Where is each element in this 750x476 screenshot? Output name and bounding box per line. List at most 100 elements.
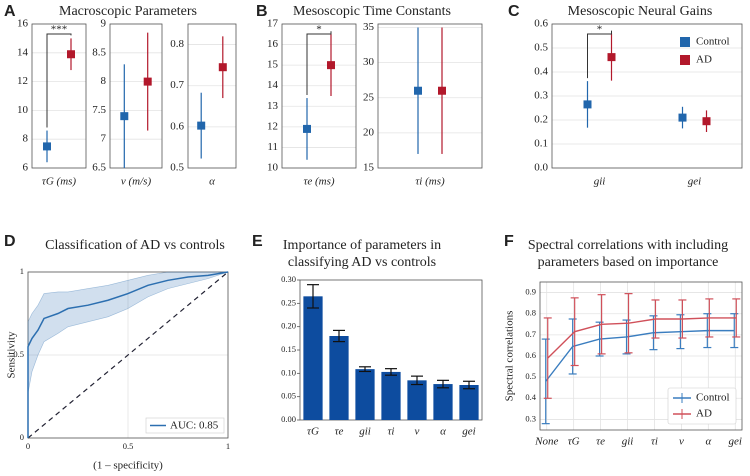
y-tick-label: 0.5 [525,371,536,381]
y-tick-label: 0.5 [13,349,24,359]
x-tick-label: 1 [226,441,230,451]
legend-label: AD [696,54,712,66]
bar [381,371,401,420]
y-tick-label: 10 [267,162,279,174]
y-tick-label: 8 [101,75,107,87]
chart-title: Macroscopic Parameters [59,4,197,19]
marker [120,112,129,121]
significance-bracket [587,30,612,79]
y-tick-label: 0.7 [170,79,184,91]
y-tick-label: 17 [267,18,279,30]
marker [197,121,206,130]
y-tick-label: 0.25 [281,297,296,307]
y-tick-label: 0.8 [170,38,184,50]
y-tick-label: 0.5 [170,162,184,174]
series-line [547,317,737,359]
y-tick-label: 0.3 [534,90,548,102]
panel-label: E [252,233,263,250]
y-tick-label: 8.5 [92,46,106,58]
x-tick-label: τi [388,426,395,438]
axes-frame [31,23,87,169]
marker [583,100,592,109]
x-tick-label: τG [568,436,580,448]
x-tick-label: gii [359,426,371,438]
y-tick-label: 7 [101,133,107,145]
x-tick-label: gii [622,436,634,448]
panel-label: D [4,233,16,250]
y-tick-label: 0.5 [534,42,548,54]
bar [355,369,375,420]
legend-label: Control [696,392,730,404]
marker [67,50,75,59]
x-tick-label: α [209,176,215,188]
y-tick-label: 0.6 [534,18,548,30]
y-tick-label: 15 [267,59,279,71]
y-tick-label: 0.30 [281,274,296,284]
roc-curve [27,271,229,438]
y-tick-label: 0.15 [281,344,296,354]
bar [407,380,427,420]
legend-swatch [680,37,690,47]
x-tick-label: τi [651,436,658,448]
y-tick-label: 0.9 [525,287,536,297]
y-tick-label: 16 [17,18,29,30]
y-tick-label: 0.1 [534,138,548,150]
chart-title: Mesoscopic Time Constants [293,4,451,19]
x-tick-label: v [415,426,420,438]
significance-label: *** [51,24,68,36]
x-tick-label: 0.5 [123,441,134,451]
y-tick-label: 0.6 [170,120,184,132]
y-tick-label: 15 [363,162,375,174]
chart-title: classifying AD vs controls [288,255,436,270]
y-axis-label: Sensitivity [6,331,18,379]
y-tick-label: 35 [363,21,375,33]
bar [433,384,453,420]
significance-label: * [597,24,603,36]
x-tick-label: α [705,436,711,448]
y-tick-label: 0.4 [525,392,536,402]
chart-title: Importance of parameters in [283,238,441,253]
x-tick-label: gii [594,176,606,188]
x-tick-label: None [534,436,558,448]
bar [459,385,479,420]
legend-box [145,417,225,434]
marker [607,53,616,62]
y-tick-label: 14 [267,79,279,91]
y-tick-label: 0.10 [281,367,296,377]
marker [702,117,711,126]
x-tick-label: v [679,436,684,448]
y-tick-label: 8 [23,133,29,145]
y-tick-label: 0.05 [281,391,296,401]
axes-frame [551,23,743,169]
axes-frame [539,281,743,431]
x-axis-label: (1 – specificity) [93,460,163,472]
y-tick-label: 0.20 [281,321,296,331]
x-tick-label: 0 [26,441,30,451]
marker [414,86,422,95]
y-tick-label: 0.3 [525,413,536,423]
x-tick-label: gei [462,426,475,438]
y-tick-label: 25 [363,91,375,103]
chart-title: Mesoscopic Neural Gains [568,4,713,19]
y-tick-label: 12 [267,120,278,132]
legend-label: AD [696,408,712,420]
panel-label: C [508,3,520,20]
y-tick-label: 30 [363,56,375,68]
x-tick-label: τe [596,436,605,448]
y-tick-label: 10 [17,104,29,116]
x-tick-label: τe [335,426,344,438]
y-tick-label: 6.5 [92,162,106,174]
panel-label: A [4,3,16,20]
y-tick-label: 0.00 [281,414,296,424]
y-tick-label: 20 [363,126,375,138]
y-tick-label: 0.8 [525,308,536,318]
legend-label: AUC: 0.85 [170,420,219,432]
x-tick-label: τe (ms) [303,176,334,188]
y-tick-label: 11 [267,141,278,153]
panel-label: F [504,233,514,250]
legend-box [667,387,737,425]
x-tick-label: gei [688,176,701,188]
axes-frame [281,23,357,169]
y-tick-label: 6 [23,162,29,174]
